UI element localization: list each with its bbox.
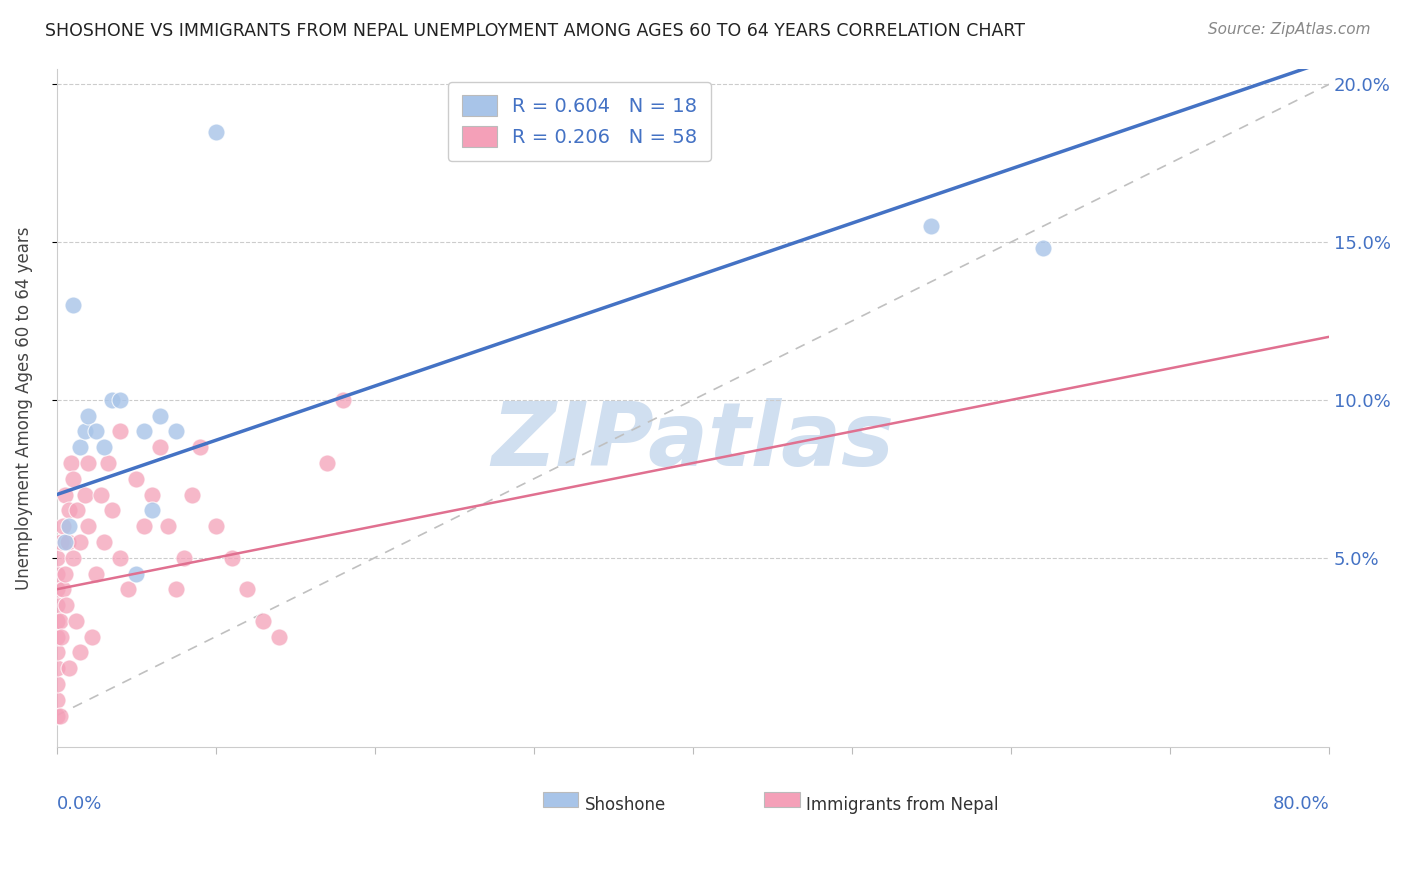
Point bbox=[110, 425, 132, 439]
Point bbox=[156, 519, 179, 533]
Point bbox=[51, 630, 73, 644]
Text: ZIPatlas: ZIPatlas bbox=[491, 398, 894, 485]
Point bbox=[52, 519, 75, 533]
Point bbox=[65, 614, 87, 628]
Point bbox=[93, 440, 115, 454]
Point bbox=[53, 566, 76, 581]
Point bbox=[53, 535, 76, 549]
Point bbox=[165, 425, 187, 439]
Text: Shoshone: Shoshone bbox=[585, 796, 666, 814]
Text: SHOSHONE VS IMMIGRANTS FROM NEPAL UNEMPLOYMENT AMONG AGES 60 TO 64 YEARS CORRELA: SHOSHONE VS IMMIGRANTS FROM NEPAL UNEMPL… bbox=[45, 22, 1025, 40]
Point bbox=[149, 440, 172, 454]
Point bbox=[920, 219, 942, 234]
Point bbox=[45, 614, 67, 628]
Point bbox=[62, 298, 84, 312]
Point bbox=[173, 550, 195, 565]
Point bbox=[49, 614, 72, 628]
Text: Source: ZipAtlas.com: Source: ZipAtlas.com bbox=[1208, 22, 1371, 37]
Point bbox=[45, 677, 67, 691]
Point bbox=[69, 440, 91, 454]
Text: 0.0%: 0.0% bbox=[56, 795, 103, 813]
Point bbox=[58, 503, 80, 517]
Point bbox=[45, 661, 67, 675]
Point bbox=[69, 535, 91, 549]
Point bbox=[77, 456, 100, 470]
Point bbox=[221, 550, 243, 565]
Point bbox=[45, 630, 67, 644]
Point bbox=[110, 392, 132, 407]
Point bbox=[141, 487, 163, 501]
Point bbox=[45, 566, 67, 581]
Point bbox=[125, 566, 148, 581]
Point bbox=[96, 456, 118, 470]
Point bbox=[80, 630, 103, 644]
Point bbox=[52, 582, 75, 597]
Point bbox=[93, 535, 115, 549]
FancyBboxPatch shape bbox=[543, 792, 578, 807]
Point bbox=[45, 692, 67, 706]
Point bbox=[236, 582, 259, 597]
Point bbox=[75, 425, 97, 439]
Point bbox=[58, 661, 80, 675]
Point bbox=[62, 472, 84, 486]
Point bbox=[77, 519, 100, 533]
Point bbox=[45, 550, 67, 565]
Point bbox=[77, 409, 100, 423]
Point bbox=[45, 582, 67, 597]
Point bbox=[101, 392, 124, 407]
Point bbox=[69, 645, 91, 659]
Point bbox=[204, 125, 226, 139]
Point bbox=[125, 472, 148, 486]
Point bbox=[86, 425, 108, 439]
Point bbox=[316, 456, 339, 470]
Y-axis label: Unemployment Among Ages 60 to 64 years: Unemployment Among Ages 60 to 64 years bbox=[15, 226, 32, 590]
Point bbox=[332, 392, 354, 407]
Text: Immigrants from Nepal: Immigrants from Nepal bbox=[806, 796, 998, 814]
Point bbox=[149, 409, 172, 423]
FancyBboxPatch shape bbox=[763, 792, 800, 807]
Point bbox=[165, 582, 187, 597]
Point bbox=[49, 708, 72, 723]
Point bbox=[141, 503, 163, 517]
Point bbox=[56, 535, 79, 549]
Point bbox=[132, 519, 155, 533]
Point bbox=[101, 503, 124, 517]
Point bbox=[86, 566, 108, 581]
Point bbox=[45, 645, 67, 659]
Point bbox=[188, 440, 211, 454]
Point bbox=[66, 503, 89, 517]
Point bbox=[269, 630, 291, 644]
Point bbox=[62, 550, 84, 565]
Point bbox=[180, 487, 202, 501]
Point bbox=[59, 456, 82, 470]
Point bbox=[204, 519, 226, 533]
Point bbox=[75, 487, 97, 501]
Point bbox=[117, 582, 139, 597]
Point bbox=[45, 598, 67, 612]
Point bbox=[58, 519, 80, 533]
Point bbox=[45, 708, 67, 723]
Point bbox=[1032, 242, 1054, 256]
Text: 80.0%: 80.0% bbox=[1272, 795, 1329, 813]
Legend: R = 0.604   N = 18, R = 0.206   N = 58: R = 0.604 N = 18, R = 0.206 N = 58 bbox=[449, 82, 711, 161]
Point bbox=[55, 598, 77, 612]
Point bbox=[132, 425, 155, 439]
Point bbox=[110, 550, 132, 565]
Point bbox=[51, 535, 73, 549]
Point bbox=[252, 614, 274, 628]
Point bbox=[53, 487, 76, 501]
Point bbox=[90, 487, 112, 501]
